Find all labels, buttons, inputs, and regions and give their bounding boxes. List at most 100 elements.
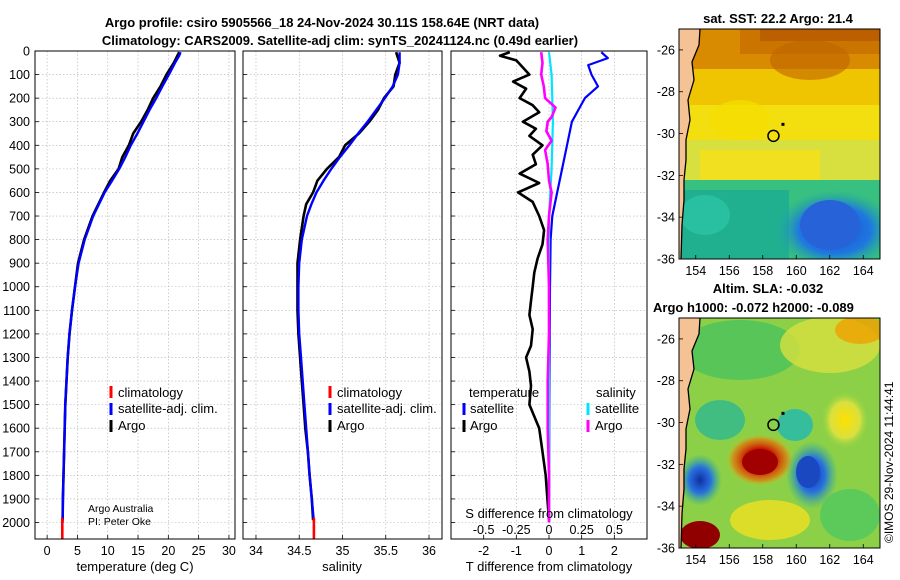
- y-tick-label: 1500: [2, 398, 30, 412]
- map-y-tick-label: -34: [657, 500, 675, 514]
- difference-legend: temperature salinity satellite Argo sate…: [462, 385, 639, 433]
- x-tick-label: 35: [336, 544, 350, 558]
- y-tick-label: 200: [9, 92, 30, 106]
- diff-temperature-argo-line: [498, 50, 551, 521]
- map-y-tick-label: -30: [657, 416, 675, 430]
- map-x-tick-label: 162: [819, 553, 840, 567]
- y-tick-label: 800: [9, 233, 30, 247]
- y-tick-label: 1100: [3, 304, 30, 318]
- temperature-panel: 0100200300400500600700800900100011001200…: [2, 45, 236, 575]
- map-x-tick-label: 154: [685, 553, 706, 567]
- y-tick-label: 300: [9, 115, 30, 129]
- legend-climatology-label: climatology: [337, 385, 403, 400]
- x-tick-label: 34.5: [287, 544, 311, 558]
- sst-map-title: sat. SST: 22.2 Argo: 21.4: [703, 11, 854, 26]
- sst-map: 154 156 158 160 162 164 -26 -28 -30 -32 -34 -36: [657, 28, 881, 278]
- map-y-tick-label: -34: [657, 211, 675, 225]
- figure-title-line2: Climatology: CARS2009. Satellite-adj cli…: [102, 33, 578, 48]
- x-tick-label: 0: [546, 544, 553, 558]
- s-tick-label: 0.5: [606, 523, 623, 537]
- t-difference-axis-label: T difference from climatology: [466, 559, 633, 574]
- legend-satellite-label: satellite-adj. clim.: [118, 401, 218, 416]
- map-y-tick-label: -26: [657, 43, 675, 57]
- diff-salinity-argo-line: [539, 52, 557, 523]
- s-tick-label: -0.25: [502, 523, 531, 537]
- difference-panel: -2 -1 0 1 2 T difference from climatology S …: [450, 50, 648, 574]
- y-tick-label: 700: [9, 210, 30, 224]
- sla-map-subtitle: Argo h1000: -0.072 h2000: -0.089: [653, 300, 854, 315]
- y-tick-label: 500: [9, 162, 30, 176]
- x-tick-label: -1: [511, 544, 522, 558]
- legend-t-satellite-label: satellite: [470, 401, 514, 416]
- x-tick-label: 25: [192, 544, 206, 558]
- salinity-axis-label: salinity: [322, 559, 362, 574]
- x-tick-label: 30: [222, 544, 236, 558]
- map-x-tick-label: 156: [719, 553, 740, 567]
- x-tick-label: 0: [44, 544, 51, 558]
- y-tick-label: 1800: [2, 469, 30, 483]
- legend-t-argo-label: Argo: [470, 418, 497, 433]
- map-x-tick-label: 158: [752, 553, 773, 567]
- y-tick-label: 1200: [2, 327, 30, 341]
- x-tick-label: 34: [249, 544, 263, 558]
- sla-map: 154 156 158 160 162 164 -26 -28 -30 -32 -34 -36: [657, 317, 881, 567]
- legend-temperature-title: temperature: [469, 385, 539, 400]
- map-y-tick-label: -28: [657, 85, 675, 99]
- float-track-dot: [781, 122, 785, 126]
- salinity-legend: climatology satellite-adj. clim. Argo: [328, 385, 437, 433]
- x-tick-label: 5: [74, 544, 81, 558]
- y-tick-label: 1300: [2, 351, 30, 365]
- salinity-satellite-line: [297, 52, 401, 523]
- map-y-tick-label: -36: [657, 253, 675, 267]
- temperature-legend: climatology satellite-adj. clim. Argo: [109, 385, 218, 433]
- diff-temperature-satellite-line: [547, 51, 609, 523]
- y-tick-label: 2000: [2, 516, 30, 530]
- salinity-panel: 34 34.5 35 35.5 36 salinity climatology sate…: [242, 50, 443, 574]
- x-tick-label: 35.5: [374, 544, 398, 558]
- map-x-tick-label: 162: [819, 264, 840, 278]
- legend-satellite-label: satellite-adj. clim.: [337, 401, 437, 416]
- map-y-tick-label: -32: [657, 169, 675, 183]
- argo-float-marker: [767, 129, 780, 143]
- temperature-satellite-line: [61, 51, 182, 523]
- map-y-tick-label: -28: [657, 374, 675, 388]
- x-tick-label: 36: [422, 544, 436, 558]
- map-x-tick-label: 164: [853, 553, 874, 567]
- y-tick-label: 1400: [2, 375, 30, 389]
- legend-salinity-title: salinity: [596, 385, 636, 400]
- y-tick-label: 600: [9, 186, 30, 200]
- y-tick-label: 1000: [2, 280, 30, 294]
- map-y-tick-label: -36: [657, 542, 675, 556]
- sst-land: [679, 29, 700, 259]
- map-y-tick-label: -30: [657, 127, 675, 141]
- x-tick-label: 20: [161, 544, 175, 558]
- figure-title-line1: Argo profile: csiro 5905566_18 24-Nov-20…: [105, 15, 539, 30]
- x-tick-label: 2: [611, 544, 618, 558]
- y-tick-label: 1700: [2, 445, 30, 459]
- credit-pi: PI: Peter Oke: [88, 516, 151, 528]
- x-tick-label: 15: [131, 544, 145, 558]
- s-tick-label: 0: [546, 523, 553, 537]
- map-x-tick-label: 164: [853, 264, 874, 278]
- map-y-tick-label: -26: [657, 332, 675, 346]
- legend-argo-label: Argo: [337, 418, 364, 433]
- argo-float-marker: [767, 418, 780, 432]
- x-tick-label: 10: [101, 544, 115, 558]
- s-tick-label: 0.25: [569, 523, 593, 537]
- y-tick-label: 1600: [2, 422, 30, 436]
- legend-climatology-label: climatology: [118, 385, 184, 400]
- sla-map-title: Altim. SLA: -0.032: [713, 281, 824, 296]
- map-y-tick-label: -32: [657, 458, 675, 472]
- float-track-dot: [781, 411, 785, 415]
- credit-org: Argo Australia: [88, 503, 154, 515]
- map-x-tick-label: 160: [786, 553, 807, 567]
- legend-s-satellite-label: satellite: [595, 401, 639, 416]
- y-tick-label: 0: [23, 45, 30, 59]
- map-x-tick-label: 160: [786, 264, 807, 278]
- legend-s-argo-label: Argo: [595, 418, 622, 433]
- x-tick-label: 1: [578, 544, 585, 558]
- s-tick-label: -0.5: [473, 523, 495, 537]
- map-x-tick-label: 158: [752, 264, 773, 278]
- y-tick-label: 100: [9, 68, 30, 82]
